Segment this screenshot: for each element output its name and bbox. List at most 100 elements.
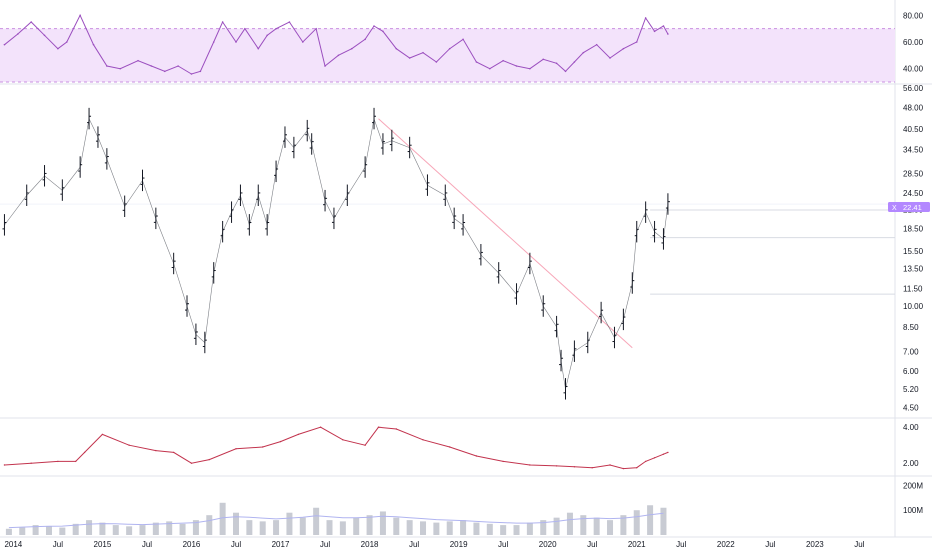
- indicator-point: [74, 460, 77, 463]
- volume-bar: [19, 527, 26, 535]
- rsi-point: [373, 25, 375, 27]
- volume-bar: [219, 502, 226, 535]
- x-tick-label: Jul: [587, 540, 597, 549]
- volume-bar: [246, 520, 253, 535]
- volume-bar: [59, 527, 66, 535]
- volume-bar: [5, 528, 12, 535]
- indicator-point: [279, 440, 282, 443]
- x-tick-label: Jul: [854, 540, 864, 549]
- indicator-point: [101, 433, 104, 436]
- volume-bar: [126, 526, 133, 535]
- x-tick-label: 2022: [717, 540, 735, 549]
- y-tick-label: 4.00: [903, 423, 919, 432]
- rsi-point: [235, 41, 237, 43]
- volume-bar: [86, 520, 93, 535]
- rsi-point: [163, 70, 166, 73]
- last-price-badge[interactable]: X 22.41: [888, 202, 930, 212]
- rsi-point: [667, 33, 669, 35]
- volume-bar: [179, 523, 186, 535]
- rsi-point: [288, 21, 291, 23]
- indicator-point: [475, 455, 478, 457]
- volume-bar: [112, 525, 119, 535]
- volume-bar: [526, 522, 533, 535]
- trendline[interactable]: [378, 118, 633, 349]
- rsi-point: [462, 38, 464, 41]
- rsi-point: [364, 38, 366, 41]
- y-tick-label: 7.00: [903, 347, 919, 356]
- indicator-point: [235, 448, 237, 450]
- indicator-point: [172, 451, 175, 454]
- rsi-point: [542, 58, 545, 61]
- indicator-point: [422, 439, 424, 441]
- rsi-point: [257, 47, 260, 50]
- rsi-point: [337, 54, 340, 57]
- volume-bar: [633, 510, 640, 535]
- y-tick-label: 40.50: [903, 125, 924, 134]
- volume-bar: [486, 523, 493, 535]
- rsi-point: [137, 59, 139, 62]
- volume-bar: [192, 520, 199, 535]
- rsi-point: [582, 51, 585, 54]
- volume-bar: [339, 521, 346, 535]
- rsi-point: [106, 65, 108, 67]
- rsi-point: [43, 34, 46, 37]
- indicator-point: [636, 467, 638, 469]
- indicator-pane: [3, 426, 669, 470]
- indicator-point: [555, 465, 558, 467]
- indicator-point: [667, 451, 669, 454]
- rsi-point: [92, 43, 95, 46]
- rsi-point: [315, 27, 317, 30]
- rsi-pane: [0, 14, 895, 83]
- indicator-point: [644, 460, 647, 463]
- rsi-point: [635, 41, 638, 43]
- y-tick-label: 6.00: [903, 367, 919, 376]
- volume-bar: [500, 525, 507, 535]
- volume-bar: [460, 520, 467, 535]
- rsi-point: [79, 14, 81, 17]
- indicator-point: [262, 446, 264, 448]
- indicator-point: [3, 464, 6, 466]
- indicator-point: [128, 444, 130, 446]
- rsi-point: [275, 27, 277, 30]
- rsi-point: [653, 30, 656, 33]
- volume-bar: [420, 521, 427, 535]
- x-tick-label: 2014: [4, 540, 22, 549]
- x-tick-label: 2015: [94, 540, 112, 549]
- indicator-point: [622, 467, 625, 470]
- indicator-point: [653, 457, 656, 459]
- volume-bar: [513, 525, 520, 535]
- indicator-point: [529, 464, 531, 466]
- rsi-point: [17, 33, 19, 35]
- y-tick-label: 4.50: [903, 403, 919, 412]
- indicator-point: [573, 466, 576, 468]
- rsi-point: [395, 47, 398, 50]
- volume-bar: [366, 515, 373, 535]
- volume-bar: [232, 512, 239, 535]
- rsi-point: [301, 41, 304, 43]
- y-tick-label: 11.50: [903, 285, 923, 294]
- rsi-point: [57, 47, 59, 50]
- indicator-point: [395, 428, 397, 430]
- x-tick-label: Jul: [142, 540, 152, 549]
- x-tick-label: 2020: [539, 540, 557, 549]
- y-tick-label: 100M: [903, 506, 923, 515]
- rsi-band: [0, 28, 895, 83]
- indicator-point: [377, 426, 380, 428]
- volume-pane: [5, 502, 667, 535]
- volume-bar: [620, 515, 627, 535]
- volume-bar: [433, 522, 440, 535]
- volume-bar: [206, 515, 213, 535]
- volume-bar: [593, 517, 600, 535]
- y-tick-label: 10.00: [903, 302, 924, 311]
- volume-bar: [152, 522, 159, 535]
- x-tick-label: 2023: [806, 540, 824, 549]
- volume-bar: [326, 520, 333, 535]
- y-tick-label: 40.00: [903, 65, 924, 74]
- volume-bar: [99, 522, 106, 535]
- volume-bar: [473, 522, 480, 535]
- indicator-point: [30, 462, 32, 464]
- volume-bar: [540, 520, 547, 535]
- volume-bar: [553, 517, 560, 535]
